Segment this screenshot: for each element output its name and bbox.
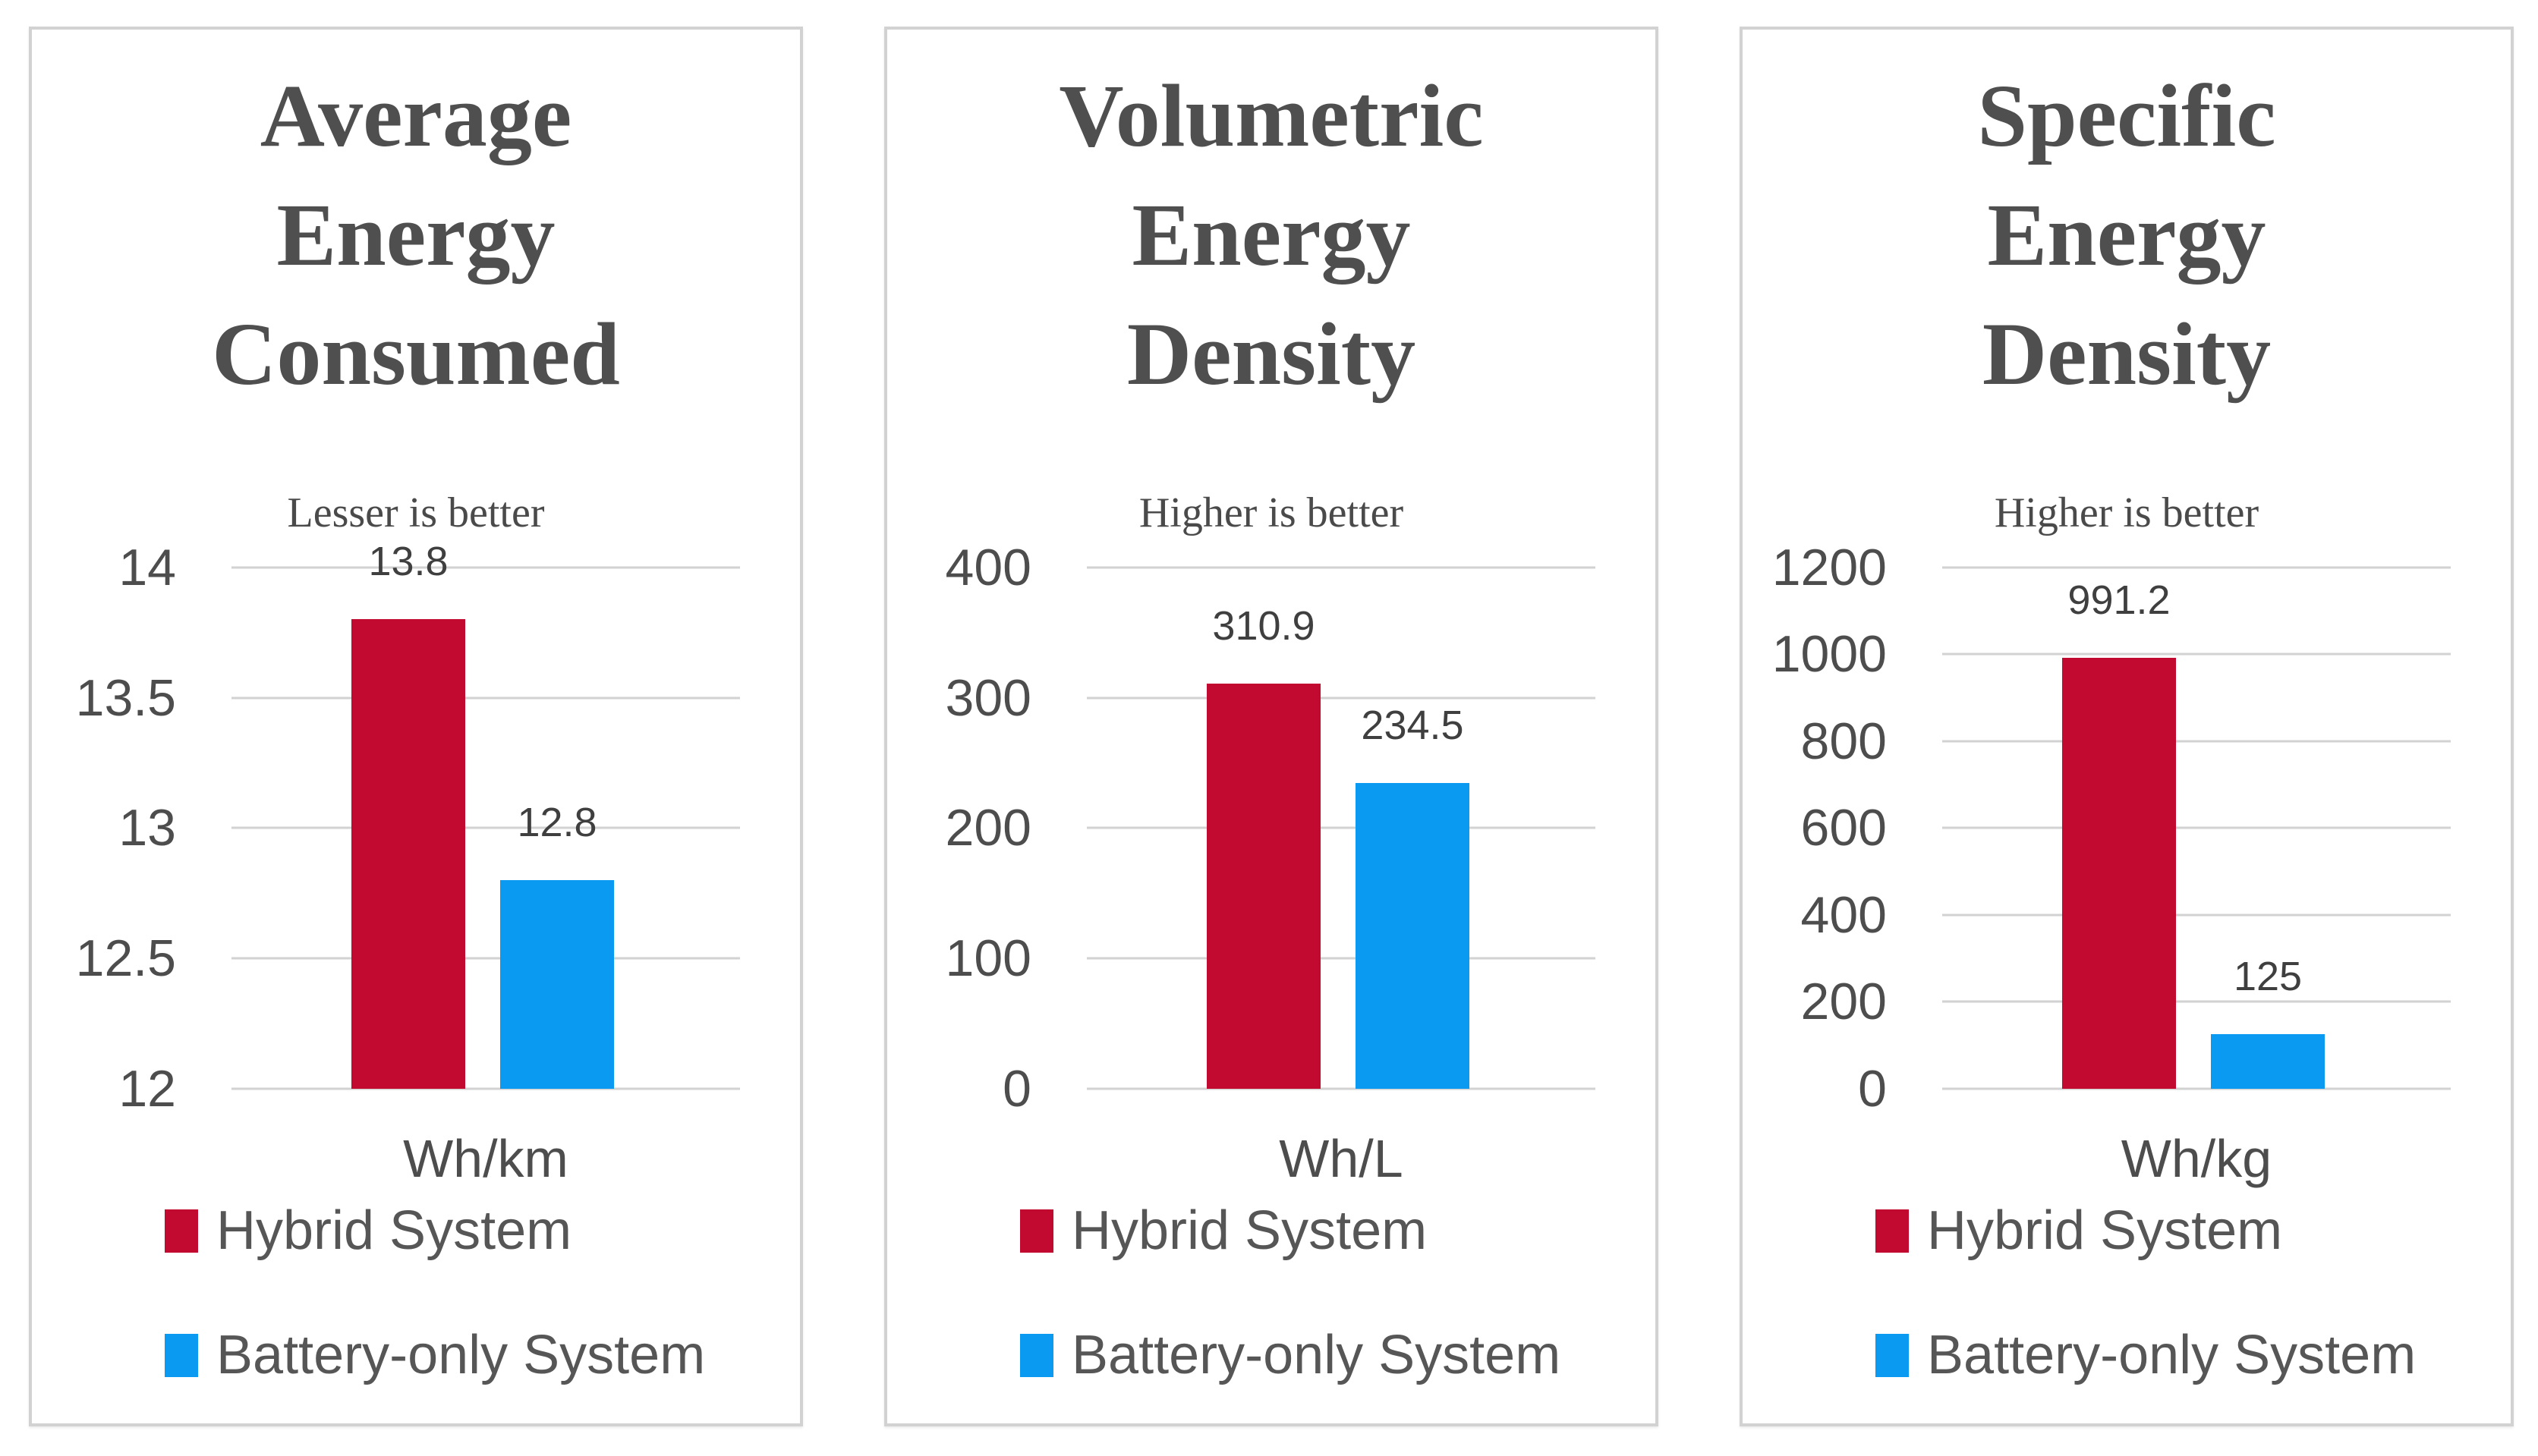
- chart-panel-average-energy-consumed: Average Energy Consumed Lesser is better…: [29, 27, 803, 1426]
- legend-label: Hybrid System: [1927, 1200, 2283, 1261]
- legend-color-swatch: [165, 1333, 198, 1377]
- plot-area: 14 13.5 13 12.5 12 13.8 12.8: [76, 539, 740, 1118]
- chart-panel-specific-energy-density: Specific Energy Density Higher is better…: [1740, 27, 2514, 1426]
- chart-title: Specific Energy Density: [1977, 66, 2276, 404]
- y-axis-tick-label: 13: [118, 799, 176, 857]
- y-axis-tick-label: 200: [945, 799, 1031, 857]
- y-axis-tick-label: 200: [1800, 973, 1887, 1031]
- x-axis-label: Wh/L: [1279, 1128, 1403, 1188]
- gridline: [1087, 957, 1595, 960]
- plot-area: 1200 1000 800 600 400 200 0 991.2 125: [1772, 539, 2451, 1118]
- y-axis-tick-label: 600: [1800, 799, 1887, 857]
- y-axis-tick-label: 12.5: [75, 929, 176, 987]
- y-axis-tick-label: 300: [945, 668, 1031, 727]
- bar-value-label: 234.5: [1361, 703, 1464, 748]
- gridline: [231, 1087, 740, 1090]
- chart-title: Average Energy Consumed: [212, 66, 620, 404]
- chart-subtitle: Higher is better: [1994, 489, 2259, 536]
- bar-value-label: 991.2: [2067, 577, 2171, 624]
- legend-label: Battery-only System: [1927, 1325, 2417, 1385]
- legend-label: Hybrid System: [1072, 1200, 1428, 1261]
- legend-color-swatch: [1875, 1209, 1909, 1253]
- gridline: [231, 826, 740, 829]
- bar-hybrid-system: [2062, 658, 2176, 1089]
- gridline: [231, 957, 740, 960]
- y-axis-tick-label: 100: [945, 929, 1031, 987]
- chart-title: Volumetric Energy Density: [1059, 66, 1484, 404]
- legend-label: Hybrid System: [216, 1200, 572, 1261]
- legend-item: Battery-only System: [1020, 1324, 1560, 1386]
- y-axis-tick-label: 12: [118, 1059, 176, 1118]
- legend-color-swatch: [1875, 1333, 1909, 1377]
- gridline: [1087, 697, 1595, 699]
- bar-battery-only-system: [2211, 1034, 2325, 1089]
- gridline: [1942, 1087, 2451, 1090]
- gridline: [1942, 1000, 2451, 1003]
- y-axis-tick-label: 400: [945, 538, 1031, 596]
- gridline: [1942, 566, 2451, 569]
- gridline: [1942, 826, 2451, 829]
- legend-color-swatch: [165, 1209, 198, 1253]
- bar-value-label: 310.9: [1212, 602, 1315, 649]
- gridline: [231, 697, 740, 699]
- chart-panels-row: Average Energy Consumed Lesser is better…: [29, 27, 2514, 1426]
- gridline: [1942, 914, 2451, 917]
- x-axis-label: Wh/kg: [2121, 1128, 2272, 1188]
- bar-battery-only-system: [1356, 783, 1469, 1089]
- bar-hybrid-system: [351, 619, 465, 1089]
- legend-color-swatch: [1020, 1333, 1053, 1377]
- legend-item: Hybrid System: [1020, 1200, 1560, 1262]
- bar-value-label: 13.8: [368, 539, 449, 585]
- y-axis-tick-label: 1000: [1771, 625, 1887, 684]
- legend-item: Hybrid System: [165, 1200, 705, 1262]
- gridline: [1942, 653, 2451, 656]
- bar-hybrid-system: [1207, 683, 1321, 1089]
- legend-color-swatch: [1020, 1209, 1053, 1253]
- gridline: [231, 566, 740, 569]
- y-axis-tick-label: 14: [118, 538, 176, 596]
- bar-battery-only-system: [500, 879, 614, 1089]
- legend-label: Battery-only System: [1072, 1325, 1561, 1385]
- gridline: [1087, 826, 1595, 829]
- legend-item: Battery-only System: [165, 1324, 705, 1386]
- gridline: [1942, 740, 2451, 743]
- chart-subtitle: Lesser is better: [287, 489, 545, 536]
- legend: Hybrid System Battery-only System: [165, 1200, 705, 1386]
- legend-item: Hybrid System: [1875, 1200, 2416, 1262]
- gridline: [1087, 566, 1595, 569]
- legend-label: Battery-only System: [216, 1325, 706, 1385]
- legend: Hybrid System Battery-only System: [1875, 1200, 2416, 1386]
- y-axis-tick-label: 800: [1800, 712, 1887, 770]
- y-axis-tick-label: 13.5: [75, 668, 176, 727]
- y-axis-tick-label: 400: [1800, 885, 1887, 944]
- legend-item: Battery-only System: [1875, 1324, 2416, 1386]
- bar-value-label: 12.8: [517, 799, 597, 845]
- x-axis-label: Wh/km: [403, 1128, 568, 1188]
- chart-subtitle: Higher is better: [1138, 489, 1404, 536]
- y-axis-tick-label: 0: [1003, 1059, 1031, 1118]
- bar-value-label: 125: [2233, 954, 2303, 1000]
- legend: Hybrid System Battery-only System: [1020, 1200, 1560, 1386]
- chart-panel-volumetric-energy-density: Volumetric Energy Density Higher is bett…: [884, 27, 1658, 1426]
- y-axis-tick-label: 1200: [1771, 538, 1887, 596]
- plot-area: 400 300 200 100 0 310.9 234.5: [946, 539, 1595, 1118]
- gridline: [1087, 1087, 1595, 1090]
- y-axis-tick-label: 0: [1858, 1059, 1887, 1118]
